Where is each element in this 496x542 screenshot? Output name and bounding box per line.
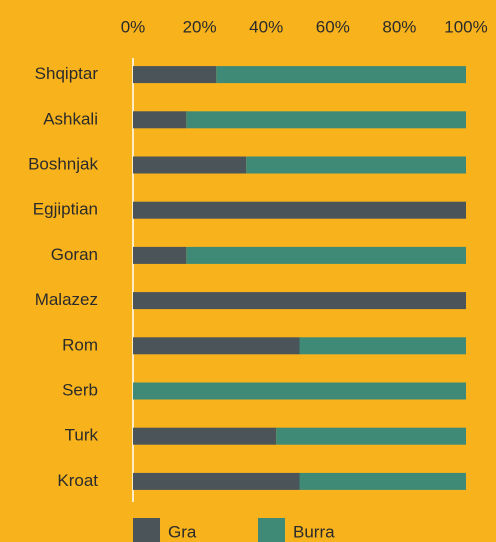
bar-segment [133,246,187,264]
legend-label: Burra [293,522,335,541]
bar-segment [246,156,466,174]
bar-segment [276,427,466,445]
bar-segment [216,66,466,84]
x-tick-label: 20% [183,17,217,36]
y-tick-label: Kroat [57,471,98,490]
y-tick-label: Goran [51,245,98,264]
bar-segment [186,246,466,264]
bar-segment [133,156,247,174]
x-tick-label: 60% [316,17,350,36]
y-tick-label: Ashkali [43,109,98,128]
bar-segment [133,66,217,84]
bar-segment [133,472,300,490]
y-tick-label: Boshnjak [28,154,98,173]
bar-segment [186,111,466,129]
x-tick-label: 0% [121,17,146,36]
bar-segment [133,111,187,129]
x-tick-label: 40% [249,17,283,36]
bar-segment [133,427,277,445]
bar-segment [299,337,466,355]
bar-segment [133,292,466,310]
y-tick-label: Malazez [35,290,98,309]
y-tick-label: Shqiptar [35,64,99,83]
legend-label: Gra [168,522,197,541]
y-tick-label: Rom [62,335,98,354]
legend-swatch [258,518,285,542]
y-tick-label: Serb [62,380,98,399]
x-tick-label: 100% [444,17,487,36]
bar-segment [133,337,300,355]
bar-segment [133,201,466,219]
y-tick-label: Egjiptian [33,200,98,219]
x-tick-label: 80% [382,17,416,36]
legend-swatch [133,518,160,542]
y-tick-label: Turk [65,426,99,445]
bar-segment [133,382,466,400]
bar-segment [299,472,466,490]
